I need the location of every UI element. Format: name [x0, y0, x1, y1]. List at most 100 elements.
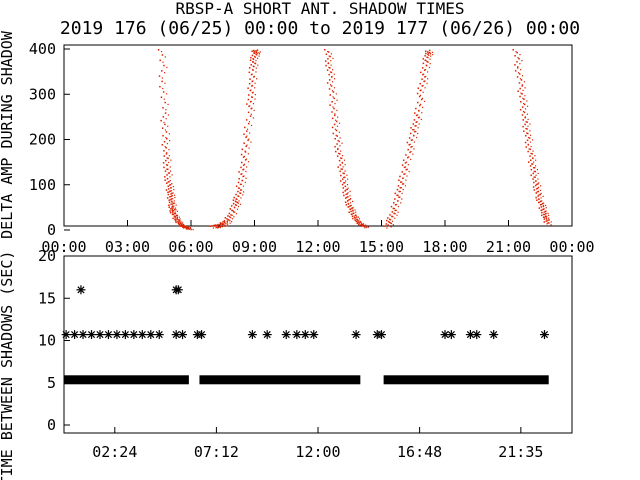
- top-data-point: [413, 141, 415, 143]
- top-data-point: [534, 176, 536, 178]
- top-data-point: [165, 153, 168, 155]
- top-data-point: [338, 152, 340, 155]
- top-data-point: [362, 223, 364, 226]
- top-data-point: [333, 73, 335, 75]
- top-data-point: [529, 141, 532, 143]
- top-data-point: [343, 182, 346, 184]
- top-data-point: [257, 64, 259, 66]
- top-data-point: [333, 97, 335, 100]
- top-data-point: [396, 194, 398, 197]
- top-data-point: [426, 61, 429, 63]
- top-data-point: [332, 91, 335, 93]
- top-data-point: [523, 98, 525, 100]
- top-data-point: [416, 136, 418, 139]
- top-data-point: [550, 221, 552, 223]
- top-plot-points: [157, 49, 552, 231]
- top-data-point: [544, 216, 546, 218]
- top-data-point: [401, 198, 403, 200]
- top-data-point: [428, 66, 431, 69]
- top-data-point: [247, 111, 250, 114]
- top-x-tick-label: 18:00: [422, 238, 467, 256]
- top-data-point: [167, 188, 170, 190]
- top-data-point: [421, 67, 424, 69]
- top-data-point: [248, 67, 251, 69]
- top-data-point: [176, 214, 179, 217]
- top-data-point: [180, 223, 183, 225]
- top-data-point: [341, 155, 344, 157]
- top-data-point: [171, 213, 174, 216]
- top-data-point: [173, 200, 175, 202]
- bottom-data-point: [78, 330, 88, 340]
- top-data-point: [545, 217, 548, 219]
- top-data-point: [334, 119, 337, 121]
- top-data-point: [347, 196, 349, 198]
- top-data-point: [545, 207, 547, 209]
- top-data-point: [334, 128, 337, 130]
- top-data-point: [222, 225, 225, 227]
- top-data-point: [337, 147, 339, 150]
- top-data-point: [168, 172, 171, 174]
- top-data-point: [398, 179, 400, 181]
- top-data-point: [527, 136, 530, 139]
- bottom-data-point: [247, 330, 257, 340]
- top-data-point: [162, 134, 164, 137]
- top-data-point: [548, 222, 550, 224]
- top-data-point: [161, 70, 163, 72]
- top-data-point: [392, 207, 395, 210]
- top-data-point: [526, 139, 529, 141]
- top-data-point: [171, 203, 174, 205]
- top-data-point: [165, 109, 167, 111]
- top-data-point: [255, 60, 257, 62]
- bottom-data-point: [539, 330, 549, 340]
- top-data-point: [159, 85, 161, 88]
- bottom-x-tick-label: 02:24: [92, 443, 137, 461]
- top-data-point: [158, 75, 161, 77]
- top-data-point: [539, 193, 541, 196]
- top-data-point: [530, 146, 532, 148]
- top-data-point: [526, 128, 528, 130]
- top-data-point: [169, 211, 172, 214]
- top-data-point: [190, 229, 192, 231]
- top-data-point: [426, 82, 428, 84]
- top-data-point: [356, 218, 358, 221]
- top-data-point: [221, 222, 223, 225]
- top-data-point: [344, 185, 347, 188]
- top-data-point: [518, 82, 521, 84]
- top-data-point: [223, 220, 226, 222]
- top-data-point: [404, 166, 407, 168]
- bottom-x-tick-label: 16:48: [397, 443, 442, 461]
- top-data-point: [340, 168, 342, 170]
- top-data-point: [168, 201, 171, 204]
- top-data-point: [173, 205, 175, 207]
- top-data-point: [521, 114, 524, 116]
- top-data-point: [179, 220, 181, 223]
- top-data-point: [398, 196, 400, 198]
- top-data-point: [348, 198, 351, 201]
- top-data-point: [168, 184, 171, 186]
- bottom-data-point: [95, 330, 105, 340]
- top-data-point: [182, 223, 185, 226]
- top-data-point: [540, 209, 542, 212]
- top-data-point: [240, 197, 242, 199]
- top-data-point: [519, 69, 522, 71]
- top-data-point: [243, 168, 245, 170]
- top-data-point: [421, 112, 423, 114]
- top-data-point: [344, 170, 346, 172]
- top-data-point: [170, 198, 173, 200]
- top-data-point: [516, 61, 518, 63]
- top-data-point: [162, 162, 165, 164]
- top-data-point: [409, 151, 411, 154]
- bottom-data-point: [112, 330, 122, 340]
- bottom-data-point: [262, 330, 272, 340]
- top-data-point: [258, 55, 260, 57]
- top-data-point: [255, 71, 257, 73]
- top-data-point: [343, 172, 345, 175]
- top-data-point: [248, 147, 250, 149]
- top-data-point: [406, 175, 408, 177]
- top-data-point: [397, 194, 399, 196]
- top-data-point: [161, 77, 163, 79]
- top-data-point: [423, 80, 425, 83]
- top-data-point: [355, 211, 357, 213]
- top-data-point: [391, 220, 394, 222]
- top-data-point: [173, 209, 175, 212]
